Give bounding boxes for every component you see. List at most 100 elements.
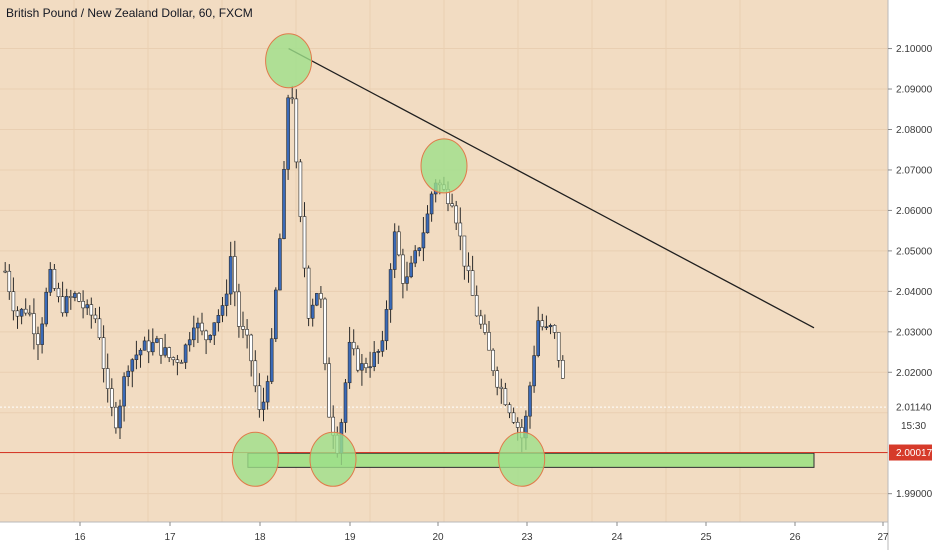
time-tick-label: 16	[74, 532, 86, 543]
price-tick-label: 2.07000	[896, 165, 932, 176]
candle	[548, 323, 553, 335]
candle	[40, 317, 44, 354]
candle	[273, 287, 278, 342]
candle	[233, 240, 237, 307]
candle	[417, 247, 422, 257]
candle	[163, 333, 167, 358]
candle	[105, 353, 110, 403]
candle	[454, 200, 459, 230]
time-tick-label: 26	[789, 532, 801, 543]
candle	[134, 340, 139, 370]
candle	[146, 329, 151, 364]
candle	[110, 378, 114, 417]
candle	[462, 235, 467, 280]
current-price-label: 2.00017	[896, 448, 932, 459]
price-scale-background	[888, 0, 932, 550]
candle	[196, 317, 200, 344]
candle	[155, 335, 159, 344]
candle	[474, 285, 479, 317]
price-tick-label: 2.08000	[896, 125, 932, 136]
candle	[64, 288, 69, 317]
candle	[261, 387, 266, 422]
candle	[19, 307, 24, 325]
candle	[360, 353, 364, 386]
time-tick-label: 25	[700, 532, 712, 543]
candle	[372, 341, 377, 372]
trendline	[288, 47, 815, 329]
price-tick-label: 2.03000	[896, 327, 932, 338]
candle	[245, 319, 249, 349]
candle	[466, 252, 471, 283]
candle	[200, 312, 204, 336]
price-tick-label: 2.05000	[896, 246, 932, 257]
candle	[89, 297, 94, 329]
candle	[159, 338, 163, 364]
candle	[126, 365, 130, 387]
candle	[228, 241, 233, 305]
candle	[302, 202, 307, 278]
candle	[167, 346, 171, 363]
candle	[253, 350, 258, 393]
chart-title: British Pound / New Zealand Dollar, 60, …	[6, 6, 253, 20]
current-price-badge	[889, 444, 932, 461]
candle	[282, 160, 286, 240]
candle	[3, 262, 8, 274]
candle	[478, 309, 483, 329]
candle	[429, 191, 434, 222]
candle	[142, 336, 147, 351]
candle	[69, 289, 73, 310]
candle	[265, 375, 270, 410]
time-tick-label: 19	[344, 532, 356, 543]
candle	[269, 328, 274, 384]
candle	[138, 348, 143, 368]
candle	[224, 279, 229, 317]
candle	[552, 324, 557, 339]
candle	[556, 332, 561, 368]
candle	[380, 330, 385, 357]
candle	[286, 94, 290, 180]
candle	[151, 328, 155, 356]
candle	[319, 286, 323, 308]
candle	[327, 357, 331, 418]
candle	[187, 332, 192, 352]
candle	[290, 85, 295, 104]
candle	[15, 306, 20, 329]
candle	[532, 345, 536, 393]
candle	[351, 329, 356, 356]
candle	[204, 329, 208, 355]
candle	[487, 320, 491, 351]
highlight-circle	[498, 431, 546, 487]
candle	[23, 298, 28, 316]
last-price-badge	[889, 400, 932, 415]
candle	[101, 325, 106, 383]
candle	[27, 305, 32, 317]
candle	[278, 233, 282, 291]
price-tick-label: 2.02000	[896, 368, 932, 379]
candle	[306, 265, 311, 327]
candle	[241, 311, 245, 339]
annotations-layer	[231, 33, 815, 487]
price-tick-label: 2.09000	[896, 85, 932, 96]
candle	[507, 402, 512, 419]
candle	[220, 297, 225, 323]
candle	[413, 245, 418, 268]
candle	[77, 291, 81, 303]
highlight-circle	[265, 33, 313, 89]
candle	[130, 358, 135, 388]
candle	[323, 297, 327, 371]
time-tick-label: 27	[877, 532, 889, 543]
candle	[44, 287, 49, 327]
price-tick-label: 1.99000	[896, 489, 932, 500]
candle	[392, 223, 397, 279]
candle	[11, 277, 16, 321]
candle	[73, 291, 77, 302]
candle	[171, 356, 176, 366]
time-tick-label: 17	[164, 532, 176, 543]
last-price-label: 2.01140	[896, 403, 932, 414]
highlight-circle	[309, 431, 357, 487]
candle	[216, 309, 221, 332]
candle	[364, 357, 368, 373]
candle	[122, 372, 126, 422]
candle	[7, 264, 12, 300]
